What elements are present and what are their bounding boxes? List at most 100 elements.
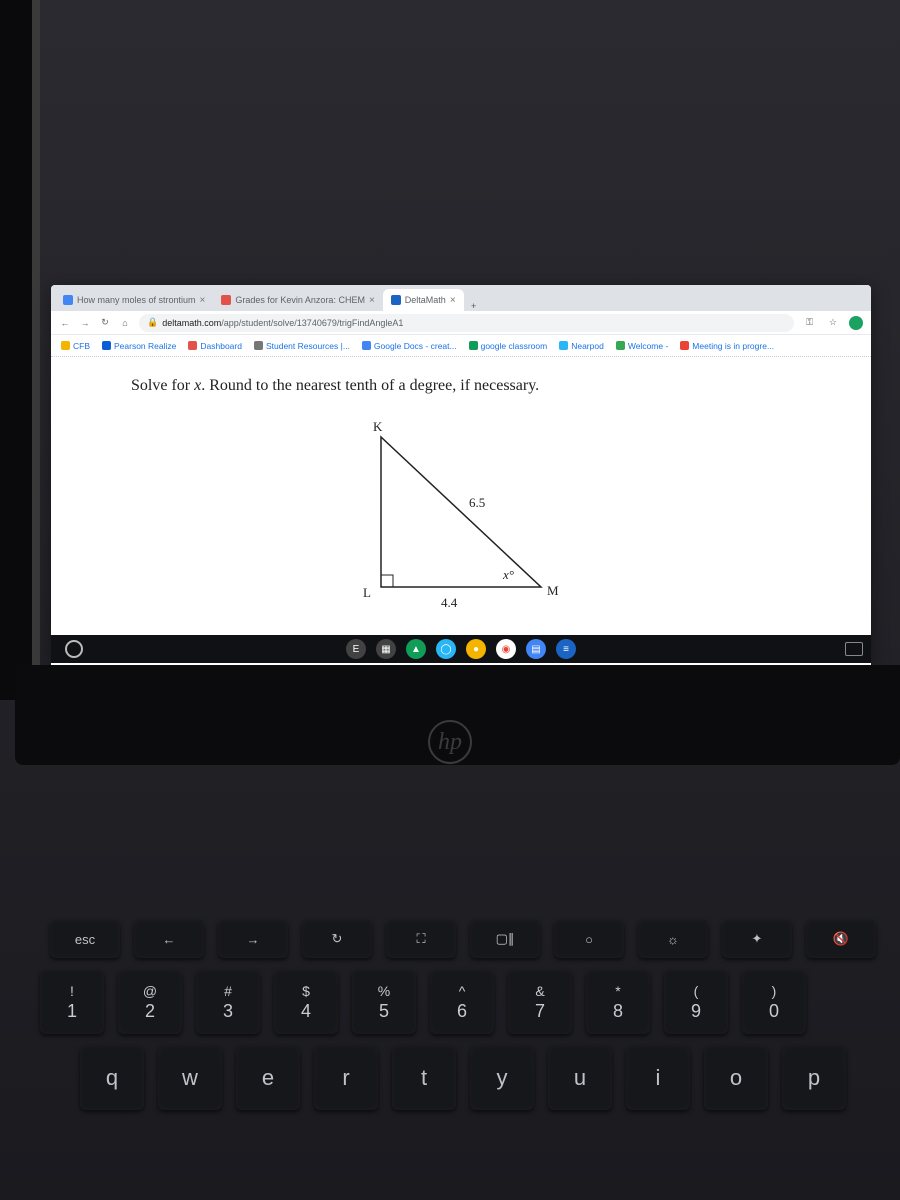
favicon-icon bbox=[616, 341, 625, 350]
bookmark-label: Pearson Realize bbox=[114, 341, 176, 351]
reload-icon[interactable]: ↻ bbox=[99, 317, 111, 328]
tab-title: DeltaMath bbox=[405, 295, 446, 305]
tab-title: Grades for Kevin Anzora: CHEM bbox=[235, 295, 365, 305]
browser-tab-2[interactable]: DeltaMath × bbox=[383, 289, 464, 311]
base-label: 4.4 bbox=[441, 595, 457, 611]
star-icon[interactable]: ☆ bbox=[829, 317, 837, 328]
bookmark-item[interactable]: Nearpod bbox=[559, 341, 604, 351]
keyboard-key[interactable]: 🔇 bbox=[806, 920, 876, 958]
shelf-app-icon[interactable]: ● bbox=[466, 639, 486, 659]
keyboard-key[interactable]: (9 bbox=[664, 970, 728, 1034]
keyboard-key[interactable]: !1 bbox=[40, 970, 104, 1034]
function-key-row: esc ← → ↻ ⛶ ▢∥ ○ ☼ ✦ 🔇 bbox=[50, 920, 890, 958]
keyboard-key[interactable]: *8 bbox=[586, 970, 650, 1034]
keyboard-key[interactable]: r bbox=[314, 1046, 378, 1110]
browser-tab-0[interactable]: How many moles of strontium × bbox=[55, 289, 213, 311]
keyboard-key[interactable]: t bbox=[392, 1046, 456, 1110]
new-tab-button[interactable]: + bbox=[464, 301, 484, 311]
keyboard-key[interactable]: )0 bbox=[742, 970, 806, 1034]
favicon-icon bbox=[391, 295, 401, 305]
hp-logo: hp bbox=[428, 720, 472, 764]
keyboard-key[interactable]: ← bbox=[134, 920, 204, 958]
bookmark-label: Nearpod bbox=[571, 341, 604, 351]
keyboard-key[interactable]: e bbox=[236, 1046, 300, 1110]
laptop-keyboard: esc ← → ↻ ⛶ ▢∥ ○ ☼ ✦ 🔇 !1@2#3$4%5^6&7*8(9)0 qwert… bbox=[20, 910, 900, 1200]
browser-tab-1[interactable]: Grades for Kevin Anzora: CHEM × bbox=[213, 289, 382, 311]
triangle-svg bbox=[341, 417, 581, 617]
bookmark-item[interactable]: CFB bbox=[61, 341, 90, 351]
shelf-app-icon[interactable]: ▤ bbox=[526, 639, 546, 659]
page-content: Solve for x. Round to the nearest tenth … bbox=[51, 357, 871, 665]
favicon-icon bbox=[680, 341, 689, 350]
favicon-icon bbox=[559, 341, 568, 350]
favicon-icon bbox=[102, 341, 111, 350]
bookmark-item[interactable]: Google Docs - creat... bbox=[362, 341, 457, 351]
keyboard-key[interactable]: w bbox=[158, 1046, 222, 1110]
bookmark-label: Dashboard bbox=[200, 341, 242, 351]
number-key-row: !1@2#3$4%5^6&7*8(9)0 bbox=[40, 970, 890, 1034]
bookmark-item[interactable]: Meeting is in progre... bbox=[680, 341, 774, 351]
status-tray-icon[interactable] bbox=[845, 642, 863, 656]
bookmark-item[interactable]: Welcome - bbox=[616, 341, 668, 351]
bookmark-label: Welcome - bbox=[628, 341, 668, 351]
keyboard-key[interactable]: ⛶ bbox=[386, 920, 456, 958]
vertex-right-label: M bbox=[547, 583, 559, 599]
bookmark-bar: CFB Pearson Realize Dashboard Student Resou… bbox=[51, 335, 871, 357]
keyboard-key[interactable]: #3 bbox=[196, 970, 260, 1034]
favicon-icon bbox=[469, 341, 478, 350]
url-host: deltamath.com bbox=[162, 318, 221, 328]
key-icon[interactable]: ⚿ bbox=[806, 317, 813, 328]
prompt-suffix: . Round to the nearest tenth of a degree… bbox=[201, 377, 539, 394]
tab-strip: How many moles of strontium × Grades for… bbox=[51, 285, 871, 311]
shelf-app-icon[interactable]: E bbox=[346, 639, 366, 659]
keyboard-key[interactable]: %5 bbox=[352, 970, 416, 1034]
home-icon[interactable]: ⌂ bbox=[119, 318, 131, 328]
launcher-icon[interactable] bbox=[65, 640, 83, 658]
shelf-app-icon[interactable]: ◯ bbox=[436, 639, 456, 659]
shelf-app-icon[interactable]: ▦ bbox=[376, 639, 396, 659]
keyboard-key[interactable]: u bbox=[548, 1046, 612, 1110]
keyboard-key[interactable]: ↻ bbox=[302, 920, 372, 958]
angle-label: x° bbox=[503, 567, 514, 583]
keyboard-key[interactable]: y bbox=[470, 1046, 534, 1110]
keyboard-key[interactable]: ○ bbox=[554, 920, 624, 958]
triangle-figure: K L M 6.5 4.4 x° bbox=[341, 417, 581, 617]
keyboard-key[interactable]: → bbox=[218, 920, 288, 958]
url-input[interactable]: 🔒 deltamath.com /app/student/solve/13740… bbox=[139, 314, 794, 332]
keyboard-key[interactable]: @2 bbox=[118, 970, 182, 1034]
shelf-app-icon[interactable]: ◉ bbox=[496, 639, 516, 659]
keyboard-key[interactable]: $4 bbox=[274, 970, 338, 1034]
keyboard-key[interactable]: ▢∥ bbox=[470, 920, 540, 958]
keyboard-key[interactable]: ^6 bbox=[430, 970, 494, 1034]
forward-icon[interactable]: → bbox=[79, 318, 91, 328]
bookmark-item[interactable]: Dashboard bbox=[188, 341, 242, 351]
keyboard-key[interactable]: ✦ bbox=[722, 920, 792, 958]
keyboard-key[interactable]: &7 bbox=[508, 970, 572, 1034]
bookmark-item[interactable]: Pearson Realize bbox=[102, 341, 176, 351]
shelf-apps: E ▦ ▲ ◯ ● ◉ ▤ ≡ bbox=[346, 639, 576, 659]
keyboard-key[interactable]: p bbox=[782, 1046, 846, 1110]
shelf-app-icon[interactable]: ▲ bbox=[406, 639, 426, 659]
address-bar: ← → ↻ ⌂ 🔒 deltamath.com /app/student/sol… bbox=[51, 311, 871, 335]
close-icon[interactable]: × bbox=[200, 295, 206, 306]
bookmark-item[interactable]: google classroom bbox=[469, 341, 548, 351]
keyboard-key[interactable]: esc bbox=[50, 920, 120, 958]
profile-avatar[interactable] bbox=[849, 316, 863, 330]
bookmark-item[interactable]: Student Resources |... bbox=[254, 341, 350, 351]
back-icon[interactable]: ← bbox=[59, 318, 71, 328]
keyboard-key[interactable]: o bbox=[704, 1046, 768, 1110]
keyboard-key[interactable]: ☼ bbox=[638, 920, 708, 958]
bookmark-label: CFB bbox=[73, 341, 90, 351]
url-path: /app/student/solve/13740679/trigFindAngl… bbox=[221, 318, 403, 328]
bookmark-label: Google Docs - creat... bbox=[374, 341, 457, 351]
tab-title: How many moles of strontium bbox=[77, 295, 196, 305]
shelf-app-icon[interactable]: ≡ bbox=[556, 639, 576, 659]
close-icon[interactable]: × bbox=[369, 295, 375, 306]
keyboard-key[interactable]: i bbox=[626, 1046, 690, 1110]
prompt-prefix: Solve for bbox=[131, 377, 194, 394]
close-icon[interactable]: × bbox=[450, 295, 456, 306]
problem-statement: Solve for x. Round to the nearest tenth … bbox=[131, 377, 539, 395]
letter-key-row: qwertyuiop bbox=[80, 1046, 890, 1110]
favicon-icon bbox=[63, 295, 73, 305]
keyboard-key[interactable]: q bbox=[80, 1046, 144, 1110]
